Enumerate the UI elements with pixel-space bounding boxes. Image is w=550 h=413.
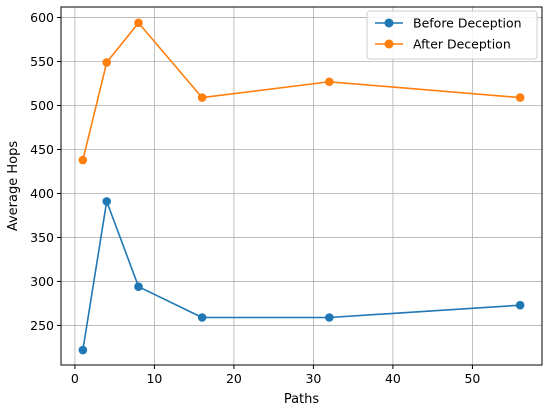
y-tick-label: 600: [30, 10, 54, 25]
x-tick-label: 10: [146, 371, 162, 386]
legend-marker-after: [384, 39, 394, 49]
data-point: [197, 93, 207, 102]
x-tick-label: 40: [385, 371, 401, 386]
data-point: [515, 93, 525, 102]
x-tick-label: 20: [226, 371, 242, 386]
y-tick-label: 400: [30, 186, 54, 201]
data-point: [197, 313, 207, 322]
data-point: [515, 300, 525, 310]
legend-label-after: After Deception: [413, 37, 511, 52]
legend-label-before: Before Deception: [413, 16, 522, 31]
grid: [61, 7, 542, 365]
x-tick-label: 0: [71, 371, 79, 386]
y-axis-label: Average Hops: [6, 141, 21, 231]
y-tick-label: 500: [30, 98, 54, 113]
data-point: [134, 18, 143, 28]
y-tick-label: 250: [30, 318, 54, 333]
data-point: [325, 77, 334, 87]
series-line-before: [82, 200, 521, 351]
x-axis-label: Paths: [284, 392, 320, 407]
series-layer: [78, 18, 525, 355]
y-tick-label: 450: [30, 142, 54, 157]
data-point: [102, 197, 112, 206]
y-tick-label: 350: [30, 230, 54, 245]
x-tick-label: 50: [464, 371, 480, 386]
legend: Before Deception After Deception: [366, 10, 538, 60]
data-point: [134, 282, 143, 292]
axis-ticks: 0 10 20 30 40 50 250 300 350 400 450 500 550 600: [30, 10, 480, 386]
y-tick-label: 300: [30, 274, 54, 289]
data-point: [325, 313, 334, 322]
data-point: [78, 345, 88, 355]
plot-frame: [60, 6, 543, 366]
series-line-after: [82, 22, 521, 161]
y-tick-label: 550: [30, 54, 54, 69]
x-tick-label: 30: [305, 371, 321, 386]
legend-box: [366, 10, 538, 60]
legend-marker-before: [384, 18, 394, 28]
data-point: [102, 58, 112, 67]
data-point: [78, 155, 88, 165]
